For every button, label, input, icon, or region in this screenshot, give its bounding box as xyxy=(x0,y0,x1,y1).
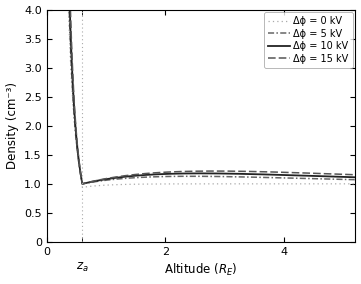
Δϕ = 5 kV xyxy=(164,175,168,178)
Δϕ = 0 kV xyxy=(164,182,168,186)
X-axis label: Altitude ($R_E$): Altitude ($R_E$) xyxy=(164,262,238,278)
Δϕ = 5 kV xyxy=(347,178,352,181)
Δϕ = 10 kV xyxy=(177,172,181,175)
Δϕ = 15 kV xyxy=(99,178,103,181)
Δϕ = 0 kV xyxy=(347,182,352,185)
Δϕ = 0 kV xyxy=(314,182,318,185)
Δϕ = 15 kV xyxy=(314,172,318,175)
Legend: Δϕ = 0 kV, Δϕ = 5 kV, Δϕ = 10 kV, Δϕ = 15 kV: Δϕ = 0 kV, Δϕ = 5 kV, Δϕ = 10 kV, Δϕ = 1… xyxy=(264,12,353,68)
Δϕ = 10 kV xyxy=(80,182,84,185)
Δϕ = 15 kV xyxy=(177,170,181,173)
Δϕ = 0 kV xyxy=(81,185,85,189)
Δϕ = 5 kV xyxy=(353,178,358,181)
Δϕ = 10 kV xyxy=(164,172,168,176)
Δϕ = 0 kV xyxy=(353,182,358,185)
Δϕ = 5 kV xyxy=(81,182,85,185)
Δϕ = 5 kV xyxy=(99,179,103,183)
Δϕ = 10 kV xyxy=(81,182,85,185)
Δϕ = 10 kV xyxy=(99,178,103,182)
Δϕ = 15 kV xyxy=(353,173,358,176)
Δϕ = 5 kV xyxy=(314,177,318,180)
Line: Δϕ = 5 kV: Δϕ = 5 kV xyxy=(47,0,356,184)
Δϕ = 0 kV xyxy=(99,184,103,187)
Δϕ = 10 kV xyxy=(314,174,318,178)
Δϕ = 5 kV xyxy=(177,175,181,178)
Δϕ = 15 kV xyxy=(347,173,352,176)
Line: Δϕ = 0 kV: Δϕ = 0 kV xyxy=(47,0,356,187)
Δϕ = 0 kV xyxy=(80,186,84,189)
Line: Δϕ = 15 kV: Δϕ = 15 kV xyxy=(47,0,356,184)
Δϕ = 0 kV xyxy=(177,182,181,186)
Δϕ = 15 kV xyxy=(81,182,85,185)
Δϕ = 15 kV xyxy=(164,170,168,174)
Δϕ = 15 kV xyxy=(80,182,84,185)
Δϕ = 5 kV xyxy=(80,182,84,185)
Text: $z_a$: $z_a$ xyxy=(76,260,89,273)
Line: Δϕ = 10 kV: Δϕ = 10 kV xyxy=(47,0,356,184)
Δϕ = 10 kV xyxy=(347,176,352,179)
Δϕ = 10 kV xyxy=(353,176,358,179)
Y-axis label: Density (cm⁻³): Density (cm⁻³) xyxy=(5,82,18,169)
